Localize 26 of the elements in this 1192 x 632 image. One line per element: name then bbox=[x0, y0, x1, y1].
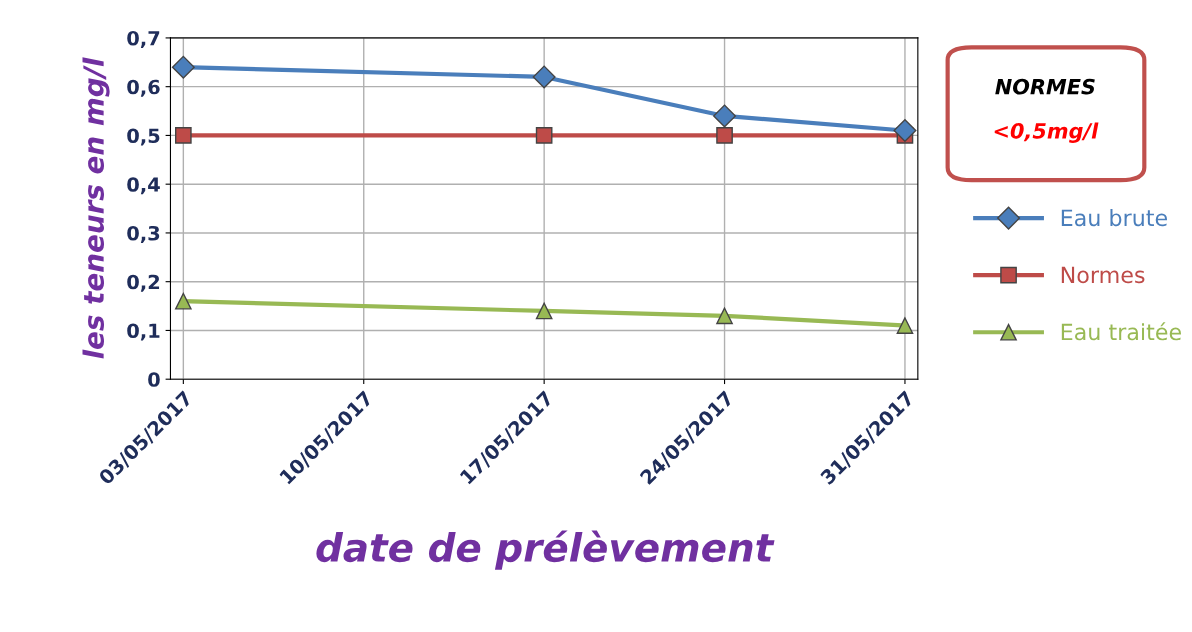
point bbox=[175, 127, 192, 144]
legend-label: Eau traitée bbox=[1061, 322, 1181, 341]
y-tick-label: 0,3 bbox=[127, 225, 160, 244]
point bbox=[532, 65, 556, 89]
point bbox=[535, 127, 553, 144]
y-tick-label: 0,5 bbox=[127, 128, 160, 146]
legend-label: Eau brute bbox=[1061, 209, 1167, 227]
text: NORMES bbox=[995, 78, 1095, 95]
point bbox=[716, 307, 733, 325]
y-tick-label: 0 bbox=[148, 372, 160, 387]
y-tick-label: 0,1 bbox=[127, 323, 160, 341]
point bbox=[893, 119, 917, 143]
x-axis-title: date de prélèvement bbox=[316, 530, 775, 570]
y-tick-label: 0,2 bbox=[127, 274, 160, 292]
text: <0,5mg/l bbox=[994, 122, 1099, 143]
point bbox=[171, 55, 195, 79]
point bbox=[896, 317, 914, 334]
point bbox=[713, 104, 737, 128]
point bbox=[716, 127, 733, 144]
y-tick-label: 0,6 bbox=[127, 79, 160, 97]
y-tick-label: 0,7 bbox=[127, 30, 160, 49]
y-axis-title: les teneurs en mg/l bbox=[82, 57, 110, 359]
y-tick-label: 0,4 bbox=[127, 177, 160, 195]
point bbox=[535, 302, 553, 320]
point bbox=[175, 292, 192, 310]
legend-label: Normes bbox=[1061, 266, 1145, 284]
